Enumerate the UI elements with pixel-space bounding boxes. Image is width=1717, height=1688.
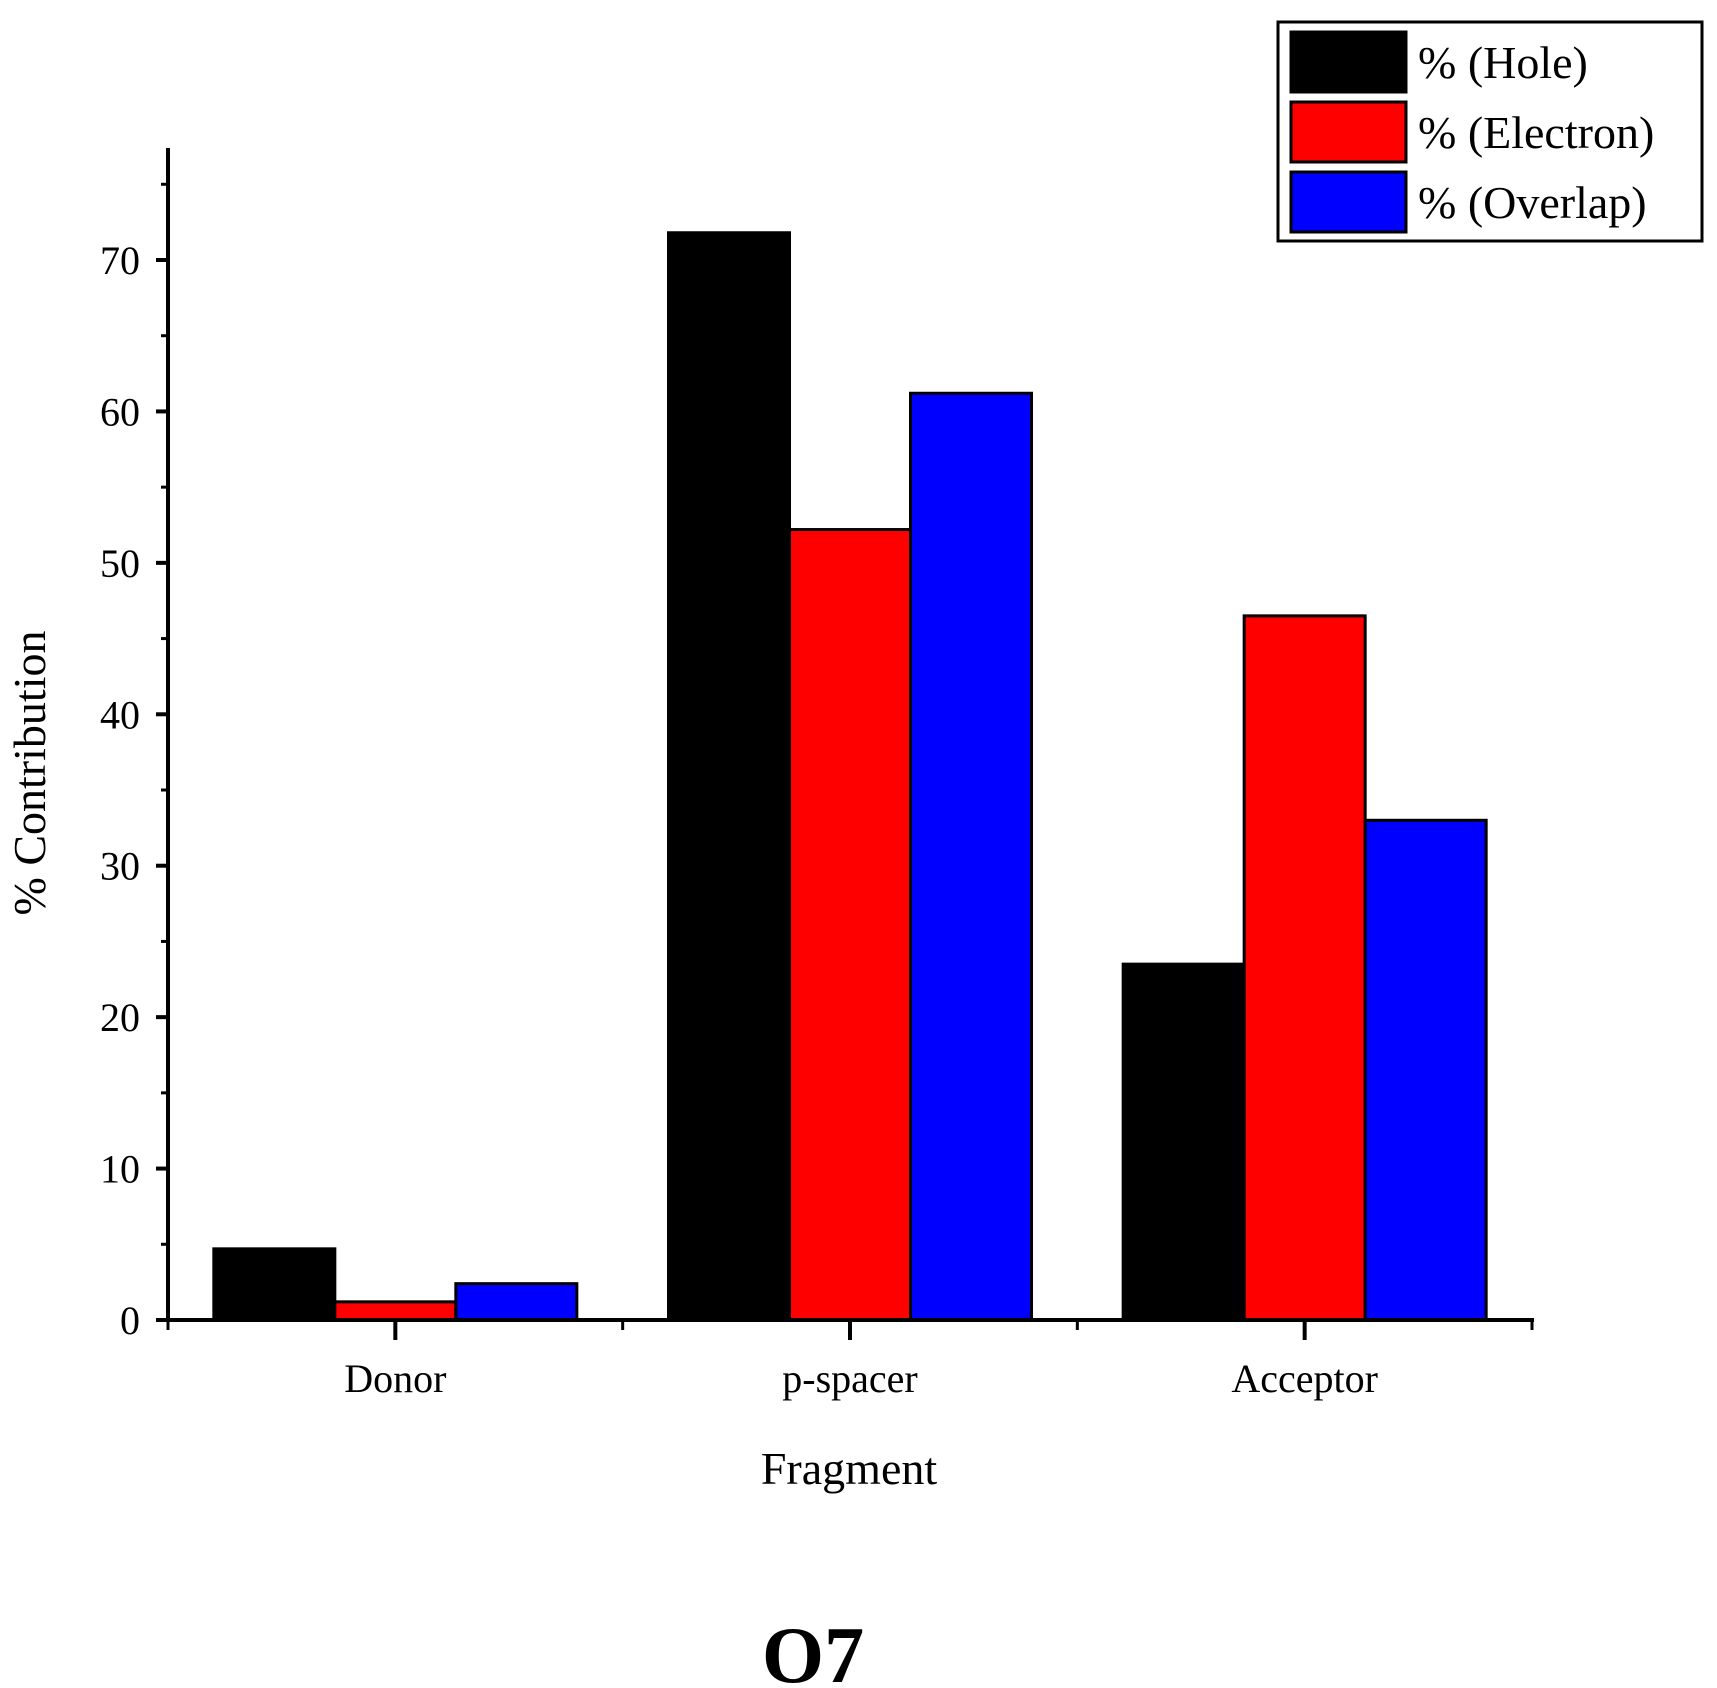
bar-overlap-pspacer	[909, 391, 1033, 1322]
legend-swatch	[1289, 170, 1408, 234]
x-tick-label: Acceptor	[1231, 1356, 1378, 1401]
y-tick-label: 50	[100, 541, 140, 586]
y-tick-label: 70	[100, 238, 140, 283]
legend-swatch	[1289, 100, 1408, 164]
legend: % (Hole) % (Electron) % (Overlap)	[1276, 20, 1704, 243]
bar-electron-pspacer	[788, 528, 912, 1322]
chart-title: O7	[762, 1612, 864, 1688]
x-axis-title: Fragment	[761, 1443, 938, 1494]
bar-overlap-donor	[454, 1282, 579, 1322]
bar-overlap-acceptor	[1363, 818, 1488, 1322]
y-tick-label: 0	[120, 1298, 140, 1343]
bar-electron-donor	[333, 1300, 458, 1322]
legend-label: % (Overlap)	[1418, 177, 1647, 228]
legend-label: % (Electron)	[1418, 107, 1654, 158]
y-tick-label: 60	[100, 389, 140, 434]
y-tick-label: 40	[100, 692, 140, 737]
legend-label: % (Hole)	[1418, 37, 1588, 88]
bar-hole-donor	[212, 1247, 337, 1322]
y-tick-label: 20	[100, 995, 140, 1040]
x-tick-label: p-spacer	[782, 1356, 917, 1401]
y-axis-title: % Contribution	[4, 631, 55, 916]
bar-electron-acceptor	[1242, 614, 1367, 1322]
legend-swatch	[1289, 30, 1408, 94]
bar-hole-acceptor	[1121, 962, 1246, 1322]
bar-hole-pspacer	[667, 231, 791, 1322]
x-tick-label: Donor	[344, 1356, 446, 1401]
axes-group: 0 10 20 30 40 50 60 70 Donor p-spacer Acceptor	[100, 148, 1534, 1401]
y-tick-label: 10	[100, 1147, 140, 1192]
y-tick-label: 30	[100, 844, 140, 889]
bars-group	[212, 231, 1488, 1322]
